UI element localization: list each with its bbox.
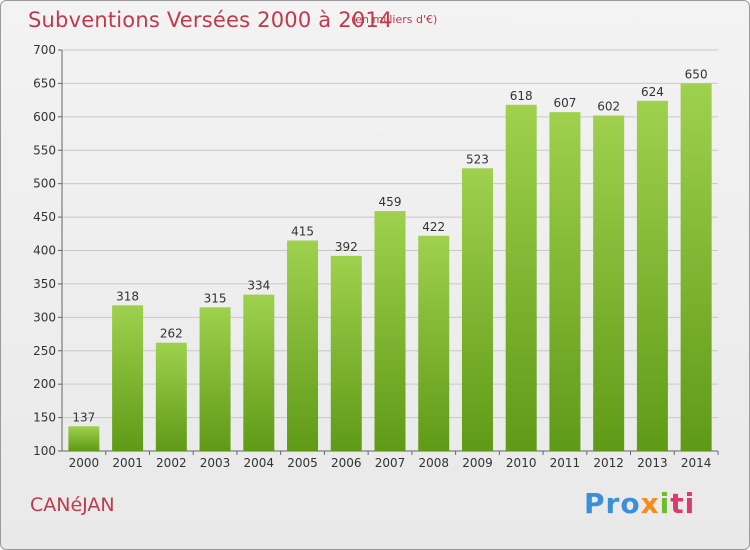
x-tick-label: 2011 bbox=[550, 456, 581, 470]
x-tick-label: 2004 bbox=[244, 456, 275, 470]
x-tick-label: 2003 bbox=[200, 456, 231, 470]
data-label: 415 bbox=[291, 224, 314, 238]
x-tick-label: 2002 bbox=[156, 456, 187, 470]
bar bbox=[636, 100, 668, 451]
bar bbox=[593, 115, 625, 451]
bar bbox=[505, 104, 537, 451]
data-label: 618 bbox=[510, 89, 533, 103]
place-name: CANéJAN bbox=[30, 494, 115, 516]
x-tick-label: 2009 bbox=[462, 456, 493, 470]
data-label: 602 bbox=[597, 99, 620, 113]
x-tick-label: 2007 bbox=[375, 456, 406, 470]
y-tick-label: 450 bbox=[33, 210, 56, 224]
chart-subtitle: (en milliers d'€) bbox=[351, 13, 438, 26]
y-tick-label: 150 bbox=[33, 411, 56, 425]
data-label: 318 bbox=[116, 289, 139, 303]
data-label: 650 bbox=[685, 67, 708, 81]
bar bbox=[112, 305, 144, 451]
bar bbox=[68, 426, 100, 451]
x-tick-label: 2010 bbox=[506, 456, 537, 470]
logo-part: ti bbox=[670, 487, 696, 520]
logo-part: i bbox=[659, 487, 671, 520]
y-tick-label: 200 bbox=[33, 377, 56, 391]
x-tick-label: 2001 bbox=[112, 456, 143, 470]
x-tick-label: 2014 bbox=[681, 456, 712, 470]
bar bbox=[549, 112, 581, 451]
proxiti-logo[interactable]: Proxiti bbox=[584, 487, 695, 520]
data-label: 334 bbox=[247, 279, 270, 293]
y-tick-label: 400 bbox=[33, 244, 56, 258]
bar bbox=[461, 168, 493, 452]
x-tick-label: 2005 bbox=[287, 456, 318, 470]
y-tick-label: 350 bbox=[33, 277, 56, 291]
bar bbox=[330, 255, 362, 451]
x-tick-label: 2008 bbox=[418, 456, 449, 470]
data-label: 137 bbox=[72, 410, 95, 424]
bar bbox=[418, 235, 450, 451]
bar bbox=[680, 83, 712, 452]
data-label: 422 bbox=[422, 220, 445, 234]
x-tick-label: 2000 bbox=[69, 456, 100, 470]
data-label: 523 bbox=[466, 152, 489, 166]
logo-part: Pro bbox=[584, 487, 641, 520]
y-tick-label: 300 bbox=[33, 310, 56, 324]
y-tick-label: 600 bbox=[33, 110, 56, 124]
data-label: 624 bbox=[641, 85, 664, 99]
x-tick-label: 2006 bbox=[331, 456, 362, 470]
bar bbox=[243, 294, 275, 451]
y-tick-label: 250 bbox=[33, 344, 56, 358]
data-label: 262 bbox=[160, 327, 183, 341]
bar bbox=[155, 342, 187, 451]
data-label: 607 bbox=[553, 96, 576, 110]
y-tick-label: 700 bbox=[33, 43, 56, 57]
y-tick-label: 100 bbox=[33, 444, 56, 458]
y-tick-label: 500 bbox=[33, 177, 56, 191]
x-tick-label: 2013 bbox=[637, 456, 668, 470]
bar bbox=[199, 307, 231, 451]
data-label: 315 bbox=[204, 291, 227, 305]
y-tick-label: 650 bbox=[33, 76, 56, 90]
bar bbox=[374, 211, 406, 451]
y-tick-label: 550 bbox=[33, 143, 56, 157]
data-label: 392 bbox=[335, 240, 358, 254]
x-tick-label: 2012 bbox=[593, 456, 624, 470]
logo-part: x bbox=[640, 487, 660, 520]
data-label: 459 bbox=[379, 195, 402, 209]
bar bbox=[287, 240, 319, 451]
chart-title: Subventions Versées 2000 à 2014 bbox=[28, 8, 393, 32]
